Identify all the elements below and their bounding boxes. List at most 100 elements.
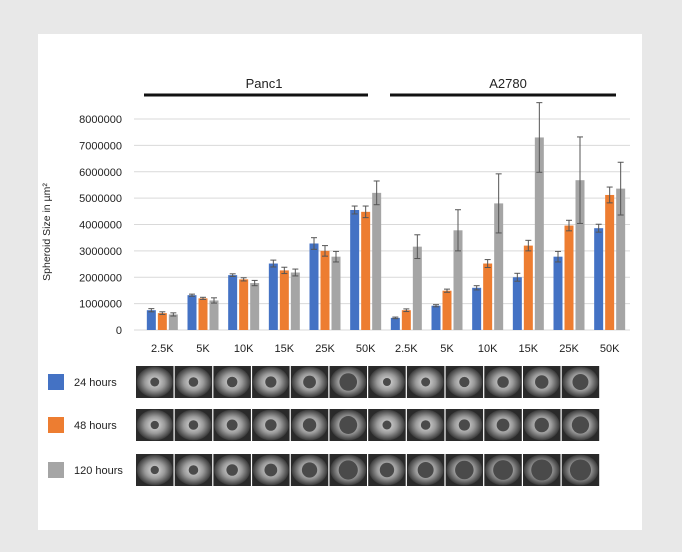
figure-card: 0 1000000 2000000 3000000 4000000 5000000 6000… (38, 34, 642, 530)
group-label-panc1: Panc1 (246, 76, 283, 91)
legend-swatch (48, 462, 64, 478)
spheroid (301, 462, 318, 478)
bar (553, 256, 563, 330)
spheroid (338, 460, 358, 480)
y-tick-label: 8000000 (79, 114, 122, 126)
bar (401, 310, 411, 330)
legend-swatch (48, 417, 64, 433)
bar (239, 279, 249, 330)
spheroid (226, 464, 238, 476)
bar (594, 228, 604, 330)
y-tick-label: 7000000 (79, 140, 122, 152)
spheroid (572, 374, 589, 390)
spheroid (150, 377, 160, 387)
bar (198, 298, 208, 330)
bar (309, 243, 319, 330)
spheroid (531, 459, 553, 481)
bar (472, 287, 482, 330)
x-tick-label: 15K (275, 343, 295, 355)
bar (320, 250, 330, 330)
spheroid (302, 418, 317, 432)
bar (512, 277, 522, 330)
spheroid (455, 460, 474, 480)
bar (268, 263, 278, 330)
spheroid (379, 462, 395, 478)
y-tick-label: 6000000 (79, 167, 122, 179)
y-tick-label: 3000000 (79, 246, 122, 258)
spheroid (382, 420, 392, 430)
y-tick-label: 2000000 (79, 272, 122, 284)
x-tick-label: 10K (234, 343, 254, 355)
bar (442, 290, 452, 330)
bar (534, 137, 544, 330)
y-tick-label: 0 (116, 325, 122, 337)
spheroid-size-chart: 0 1000000 2000000 3000000 4000000 5000000 6000… (41, 76, 630, 486)
bar (350, 209, 360, 330)
spheroid (571, 416, 590, 434)
x-tick-label: 50K (356, 343, 376, 355)
spheroid (265, 376, 277, 388)
spheroid (226, 419, 238, 431)
spheroid (417, 462, 434, 478)
spheroid (459, 376, 470, 388)
spheroid (534, 417, 549, 433)
bar (431, 305, 441, 330)
legend-label: 48 hours (74, 420, 117, 432)
y-tick-label: 5000000 (79, 193, 122, 205)
bar (494, 203, 504, 330)
legend-label: 24 hours (74, 377, 117, 389)
spheroid (496, 418, 510, 432)
x-tick-labels: 2.5K 5K 10K 15K 25K 50K 2.5K 5K 10K 15K 25K 50K (151, 343, 620, 355)
spheroid (188, 465, 199, 475)
bar (209, 300, 219, 330)
spheroid (339, 373, 358, 391)
legend-label: 120 hours (74, 465, 123, 477)
bar (390, 317, 400, 330)
y-tick-label: 1000000 (79, 299, 122, 311)
spheroid (569, 459, 592, 481)
legend-swatch (48, 374, 64, 390)
x-tick-label: 25K (315, 343, 335, 355)
bar (146, 310, 156, 330)
spheroid-image-grid (136, 366, 600, 486)
bar (564, 225, 574, 330)
bar (616, 188, 626, 330)
bar (168, 314, 178, 330)
spheroid (188, 377, 199, 387)
spheroid (382, 378, 391, 386)
bar (228, 275, 238, 330)
y-axis-label: Spheroid Size in µm² (41, 183, 53, 281)
spheroid (493, 460, 513, 480)
bar (575, 180, 585, 330)
spheroid (265, 419, 277, 431)
x-tick-label: 25K (559, 343, 579, 355)
bar (187, 295, 197, 330)
bar (483, 263, 493, 330)
x-tick-label: 2.5K (395, 343, 418, 355)
bar (453, 230, 463, 330)
spheroid (303, 375, 316, 389)
spheroid (497, 376, 509, 388)
bar (523, 245, 533, 330)
bar (290, 272, 300, 330)
spheroid (226, 376, 238, 388)
bar (605, 194, 615, 330)
y-tick-labels: 0 1000000 2000000 3000000 4000000 5000000 6000… (79, 114, 122, 337)
x-tick-label: 10K (478, 343, 498, 355)
bar (361, 211, 371, 330)
group-label-a2780: A2780 (489, 76, 527, 91)
spheroid (150, 420, 159, 430)
bars (146, 137, 626, 330)
x-tick-label: 15K (519, 343, 539, 355)
spheroid (420, 420, 431, 430)
bar (331, 256, 341, 330)
x-tick-label: 5K (440, 343, 454, 355)
y-tick-label: 4000000 (79, 220, 122, 232)
spheroid (458, 419, 470, 431)
bar (250, 283, 260, 330)
spheroid (421, 377, 431, 387)
spheroid (264, 463, 278, 477)
legend: 24 hours 48 hours 120 hours (48, 374, 123, 478)
spheroid (339, 416, 358, 434)
x-tick-label: 2.5K (151, 343, 174, 355)
